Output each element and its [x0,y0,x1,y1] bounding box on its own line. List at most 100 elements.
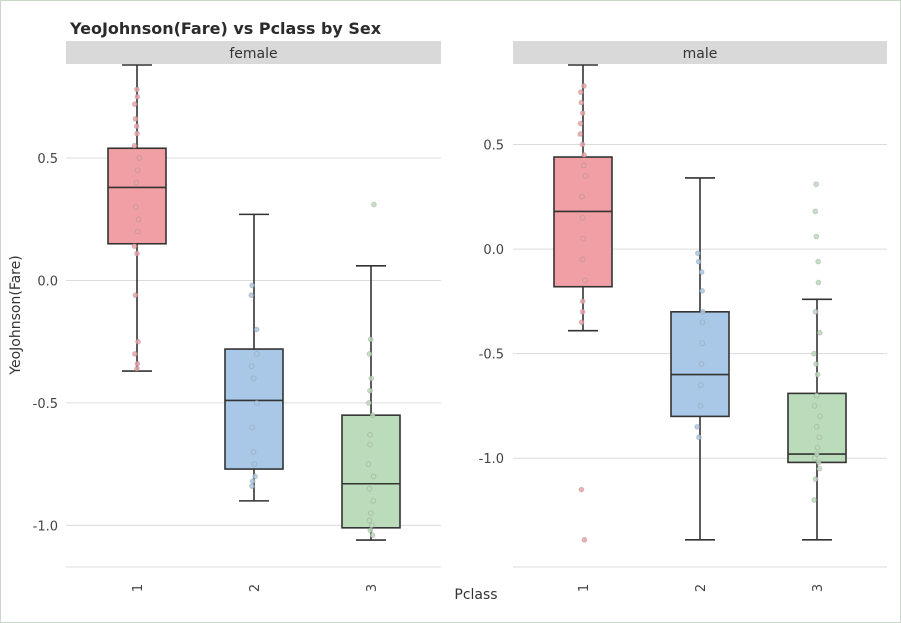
data-point [135,216,142,223]
data-point [579,141,586,148]
data-point [134,365,140,372]
y-axis-label: YeoJohnson(Fare) [8,255,24,375]
data-point [813,233,820,240]
x-tick-label: 3 [365,584,380,592]
data-point [369,412,376,419]
box-male-pclass-2 [670,177,730,541]
data-point [134,250,140,257]
data-point [580,235,586,242]
data-point [578,99,585,106]
data-point [816,465,823,472]
box-male-pclass-1 [553,64,613,543]
data-point [368,375,375,382]
data-point [251,461,258,468]
data-point [253,326,260,333]
data-point [367,336,374,343]
data-point [134,167,141,174]
panel-female: female 0.5 0.0 -0.5 -1.0 1 2 3 [33,41,441,592]
x-tick-label: 2 [248,584,263,592]
data-point [814,371,821,378]
data-point [365,461,372,468]
data-point [366,400,372,406]
data-point [582,172,589,179]
x-tick-label: 3 [811,584,826,592]
data-point [812,208,819,215]
data-point [134,130,140,137]
data-point [132,351,138,357]
data-point [579,214,586,221]
data-point [812,308,819,315]
data-point [811,350,817,357]
data-point [367,441,374,448]
data-point [253,400,260,406]
data-point [133,123,140,130]
data-point [135,338,141,345]
data-point [370,497,377,504]
data-point [366,485,373,492]
y-tick-label: -1.0 [479,452,504,467]
data-point [579,193,585,200]
data-point [135,228,141,235]
data-point [577,120,584,127]
data-point [250,449,257,455]
data-point [695,258,702,265]
data-point [697,382,704,388]
data-point [582,277,588,284]
data-point [699,340,706,347]
data-point [696,434,702,441]
data-point [577,89,584,96]
data-point [811,497,818,503]
data-point [367,527,374,534]
x-axis-label: Pclass [454,587,497,603]
data-point [134,360,141,367]
data-point [697,403,704,409]
y-tick-label: 0.0 [483,243,504,258]
data-point [813,392,820,399]
data-point [694,423,701,430]
data-point [813,423,820,430]
data-point [134,86,140,93]
data-point [579,308,586,315]
data-point [131,243,138,250]
panels-layer: female 0.5 0.0 -0.5 -1.0 1 2 3 male 0.5 0.0 -0.5 -1.… [33,41,887,592]
data-point [370,473,377,480]
data-point [815,279,822,286]
y-tick-label: -0.5 [33,397,58,412]
data-point [581,536,588,543]
box-female-pclass-1 [107,64,167,372]
data-point [699,288,706,294]
y-tick-label: 0.0 [37,274,58,289]
data-point [813,451,820,457]
data-point [136,155,143,161]
data-point [369,532,376,539]
box-female-pclass-3 [341,201,401,541]
x-tick-label: 1 [131,584,146,592]
iqr-box [107,147,167,245]
data-point [579,256,586,263]
data-point [577,131,584,137]
data-point [579,110,586,117]
data-point [815,459,822,466]
data-point [698,361,705,368]
data-point [367,387,373,394]
data-point [368,522,375,529]
data-point [580,162,587,169]
data-point [133,179,140,186]
data-point [131,142,138,149]
data-point [816,434,823,441]
data-point [814,444,821,451]
facet-strip-label: male [683,46,718,62]
box-female-pclass-2 [224,213,284,502]
iqr-box [224,348,284,470]
data-point [252,473,258,480]
facet-strip-female [66,41,441,64]
data-point [249,478,256,485]
x-tick-label: 2 [694,584,709,592]
data-point [366,351,373,357]
data-point [579,298,586,305]
data-point [253,351,260,357]
data-point [813,181,820,188]
data-point [817,413,823,420]
data-point [134,93,141,100]
